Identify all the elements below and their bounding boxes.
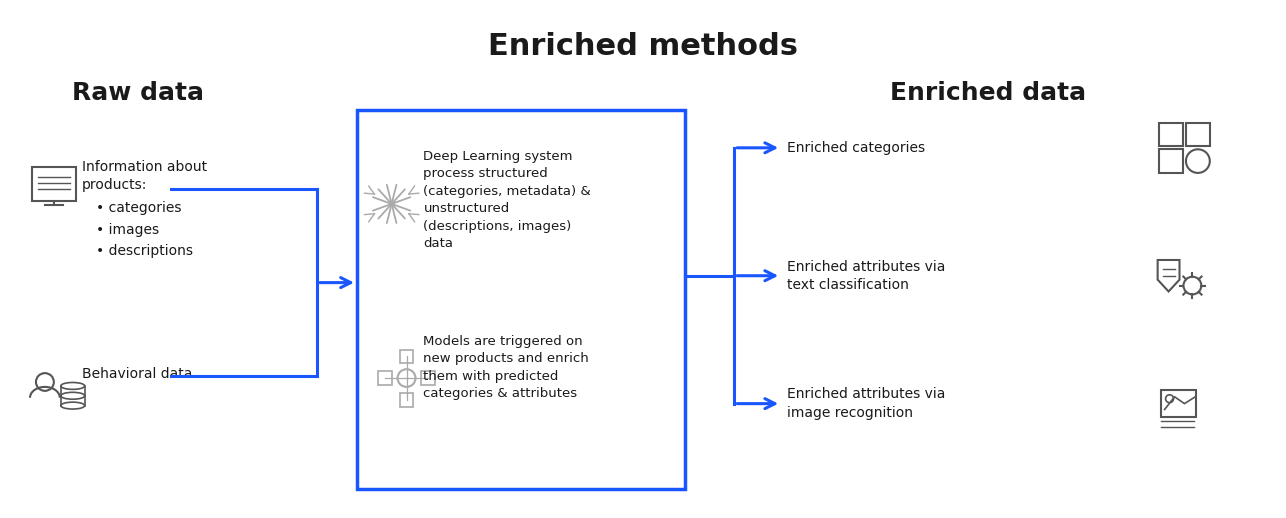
Text: Enriched data: Enriched data (890, 81, 1085, 105)
FancyBboxPatch shape (358, 110, 684, 489)
Text: Enriched categories: Enriched categories (787, 141, 925, 155)
Text: Deep Learning system
process structured
(categories, metadata) &
unstructured
(d: Deep Learning system process structured … (423, 150, 592, 250)
Text: Enriched attributes via
image recognition: Enriched attributes via image recognitio… (787, 387, 945, 420)
Text: • categories: • categories (95, 201, 181, 215)
Text: Raw data: Raw data (72, 81, 204, 105)
Text: • descriptions: • descriptions (95, 244, 193, 258)
Bar (1159, 123, 1183, 147)
Bar (1159, 149, 1183, 173)
Text: Information about
products:: Information about products: (82, 160, 207, 192)
Bar (1186, 123, 1210, 147)
Text: • images: • images (95, 223, 158, 237)
Bar (32, 167, 76, 201)
Bar (400, 393, 414, 407)
Bar (378, 371, 392, 385)
Bar (422, 371, 436, 385)
Bar (400, 350, 414, 363)
Bar (1161, 390, 1196, 418)
Text: Enriched methods: Enriched methods (487, 32, 799, 61)
Text: Behavioral data: Behavioral data (82, 367, 192, 381)
Text: Models are triggered on
new products and enrich
them with predicted
categories &: Models are triggered on new products and… (423, 335, 589, 400)
Text: Enriched attributes via
text classification: Enriched attributes via text classificat… (787, 260, 945, 292)
